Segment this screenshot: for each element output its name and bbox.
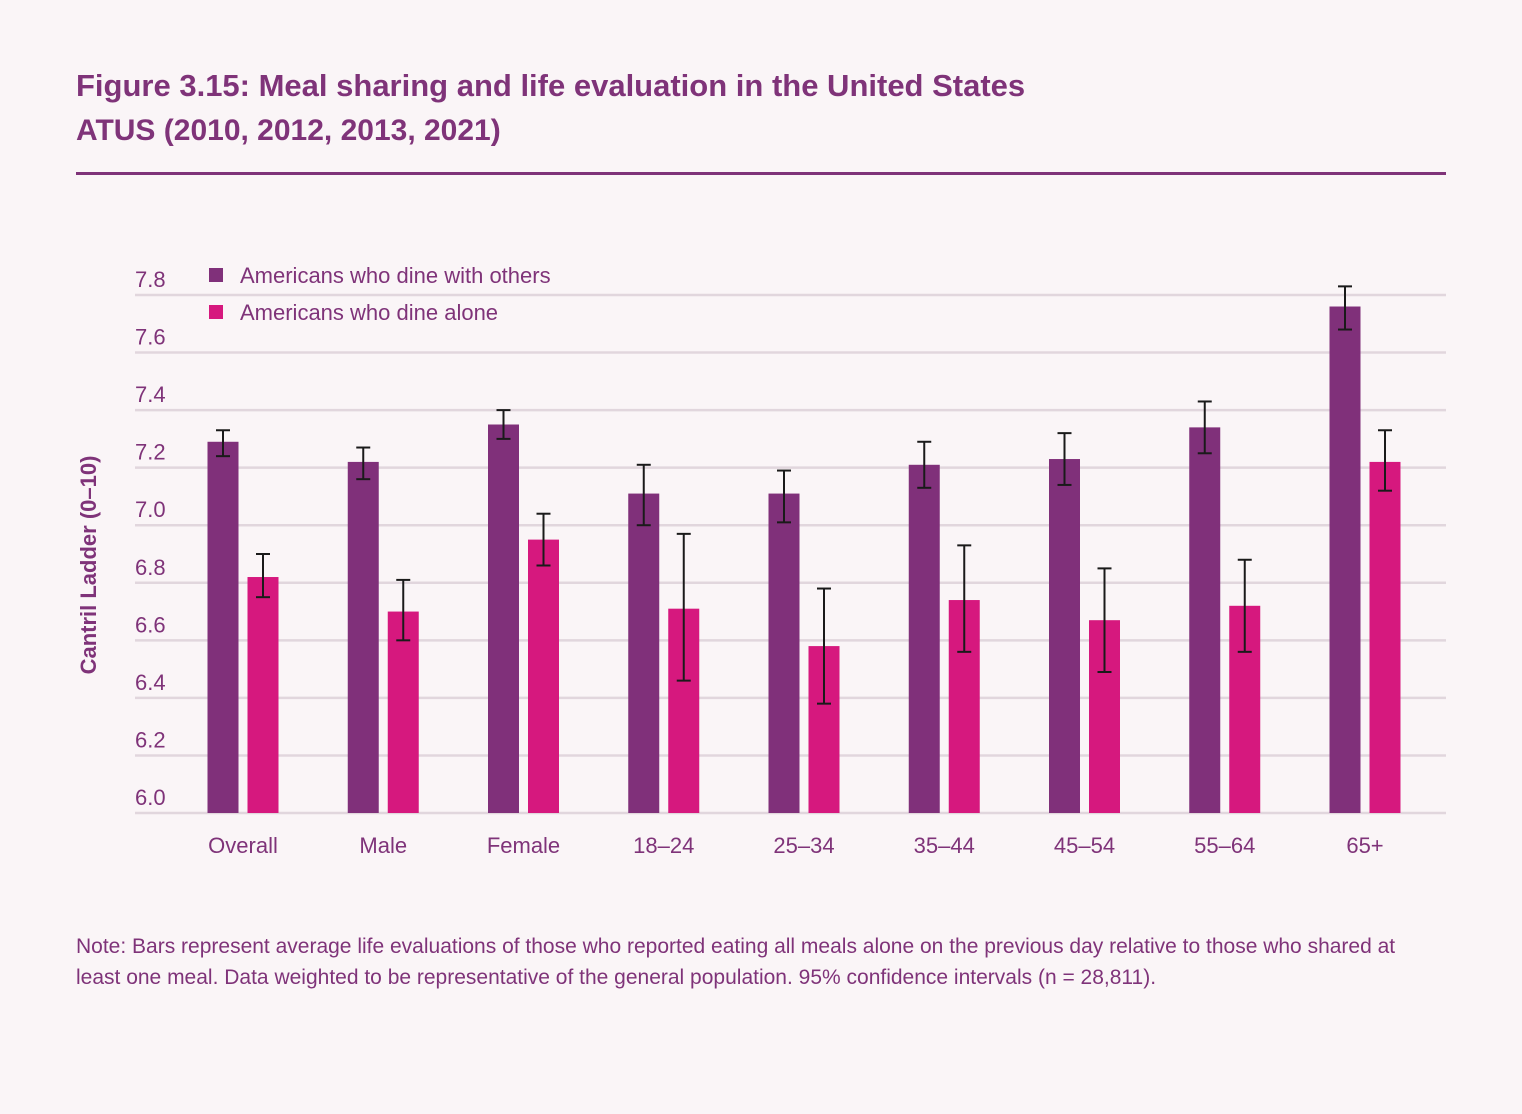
bar-dine-with-others xyxy=(628,493,660,813)
legend-label: Americans who dine alone xyxy=(240,300,498,325)
figure-subtitle: ATUS (2010, 2012, 2013, 2021) xyxy=(76,114,501,147)
y-tick-label: 6.6 xyxy=(135,612,166,637)
bar-dine-with-others xyxy=(207,441,239,813)
y-axis-label: Cantril Ladder (0–10) xyxy=(76,456,101,675)
title-divider xyxy=(76,172,1446,175)
bar-dine-alone xyxy=(247,577,279,813)
bar-dine-with-others xyxy=(1329,306,1361,813)
x-tick-label: 65+ xyxy=(1346,833,1383,858)
y-tick-label: 6.4 xyxy=(135,670,166,695)
x-tick-label: 35–44 xyxy=(914,833,975,858)
y-tick-label: 6.0 xyxy=(135,785,166,810)
legend: Americans who dine with others Americans … xyxy=(209,263,551,325)
y-tick-label: 7.2 xyxy=(135,440,166,465)
y-tick-label: 7.6 xyxy=(135,325,166,350)
legend-swatch xyxy=(209,305,223,319)
error-bars xyxy=(216,285,1392,705)
x-axis-ticks: Overall Male Female 18–24 25–34 35–44 45–54 55–… xyxy=(208,833,1384,858)
y-tick-label: 7.0 xyxy=(135,497,166,522)
figure-title: Figure 3.15: Meal sharing and life evalu… xyxy=(76,68,1026,103)
x-tick-label: 18–24 xyxy=(633,833,694,858)
legend-label: Americans who dine with others xyxy=(240,263,551,288)
bar-dine-with-others xyxy=(488,424,519,813)
bar-dine-alone xyxy=(1369,461,1401,813)
legend-swatch xyxy=(209,268,223,282)
y-axis-ticks: 6.0 6.2 6.4 6.6 6.8 7.0 7.2 7.4 7.6 7.8 xyxy=(135,267,166,810)
bar-dine-with-others xyxy=(347,461,379,813)
bar-dine-alone xyxy=(528,539,559,813)
bar-dine-with-others xyxy=(768,493,800,813)
bar-dine-alone xyxy=(387,611,419,813)
bar-dine-with-others xyxy=(1049,459,1080,813)
x-tick-label: Female xyxy=(487,833,560,858)
y-tick-label: 7.4 xyxy=(135,382,166,407)
bar-dine-with-others xyxy=(1189,427,1221,813)
y-tick-label: 6.2 xyxy=(135,727,166,752)
bar-dine-with-others xyxy=(908,464,940,813)
x-tick-label: 25–34 xyxy=(773,833,834,858)
y-tick-label: 7.8 xyxy=(135,267,166,292)
x-tick-label: 55–64 xyxy=(1194,833,1255,858)
bars xyxy=(207,306,1401,813)
x-tick-label: 45–54 xyxy=(1054,833,1115,858)
x-tick-label: Male xyxy=(359,833,407,858)
figure-note: Note: Bars represent average life evalua… xyxy=(76,935,1396,989)
y-tick-label: 6.8 xyxy=(135,555,166,580)
x-tick-label: Overall xyxy=(208,833,278,858)
